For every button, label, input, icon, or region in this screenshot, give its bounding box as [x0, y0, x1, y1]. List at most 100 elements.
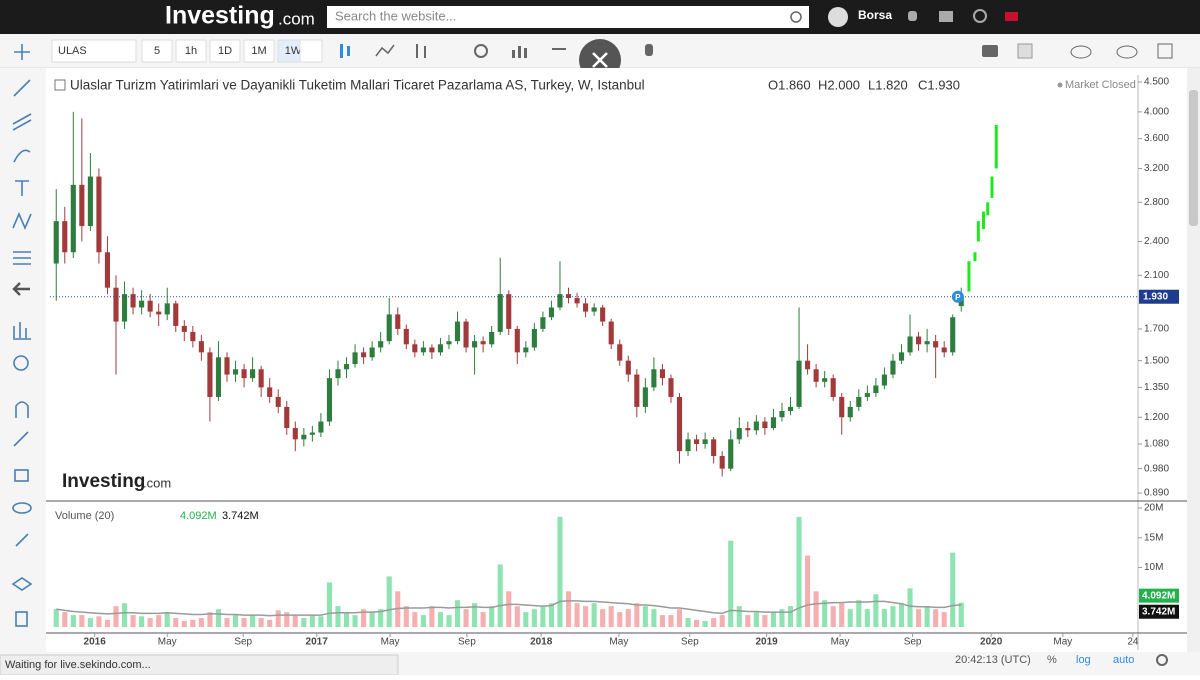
candle-body	[514, 328, 520, 353]
x-tick-label: Sep	[904, 637, 922, 648]
tool-icons[interactable]	[11, 44, 33, 627]
candle-body	[386, 314, 392, 342]
candle-body	[309, 432, 315, 435]
candle-body	[933, 341, 939, 348]
volume-bar	[565, 591, 572, 627]
candle-body	[232, 369, 239, 375]
clock-icon[interactable]	[973, 9, 987, 23]
volume-bar	[574, 603, 580, 627]
candle-body	[275, 396, 281, 407]
volume-value-label: 4.092M	[1142, 590, 1175, 601]
candle-body	[634, 374, 640, 407]
volume-bar	[540, 606, 546, 627]
candle-body	[446, 341, 452, 345]
scroll-thumb[interactable]	[1189, 90, 1198, 226]
volume-bar	[198, 618, 204, 627]
volume-bar	[745, 615, 751, 627]
candle-body	[787, 406, 794, 411]
x-tick-label: May	[609, 637, 628, 648]
search-box[interactable]	[327, 6, 809, 28]
volume-bar	[625, 609, 631, 627]
symbol-box[interactable]	[51, 39, 137, 63]
interval-label: 1M	[251, 45, 266, 57]
volume-bar	[898, 603, 905, 627]
candle-body	[583, 303, 589, 312]
collapse-icon[interactable]	[54, 79, 66, 91]
volume-bar	[770, 612, 776, 627]
volume-bar	[642, 606, 648, 627]
bell-icon[interactable]	[908, 11, 917, 21]
candle-body	[139, 300, 145, 308]
y-tick-label: 1.080	[1144, 439, 1169, 450]
volume-bar	[890, 606, 896, 627]
volume-bar	[523, 612, 529, 627]
log-toggle[interactable]: log	[1076, 654, 1091, 666]
volume-title: Volume (20)	[55, 510, 114, 522]
volume-bar	[361, 609, 367, 627]
auto-toggle[interactable]: auto	[1113, 654, 1134, 666]
interval-dropdown[interactable]	[299, 39, 323, 63]
candle-body	[241, 369, 247, 379]
candle-body	[497, 294, 503, 332]
market-status: Market Closed	[1065, 79, 1136, 91]
volume-bar	[215, 609, 222, 627]
watermark-suffix: .com	[143, 475, 171, 490]
volume-bar	[224, 618, 230, 627]
candle-body	[753, 421, 759, 431]
user-name[interactable]: Borsa	[858, 8, 892, 22]
volume-bar	[839, 603, 845, 627]
candle-body	[548, 307, 554, 318]
volume-bar	[173, 618, 179, 627]
volume-bar	[352, 615, 358, 627]
volume-bar	[420, 615, 426, 627]
candle-body	[822, 378, 828, 382]
candle-body	[369, 347, 375, 358]
candle-body	[79, 184, 85, 227]
candle-body	[608, 321, 614, 345]
volume-bar	[958, 602, 964, 627]
logo[interactable]: Investing	[165, 2, 275, 30]
candle-body	[70, 184, 76, 253]
interval-button[interactable]	[141, 39, 173, 63]
x-tick-label: May	[1053, 637, 1072, 648]
candle-body	[907, 336, 913, 353]
volume-bar	[856, 600, 862, 627]
volume-bar	[873, 594, 879, 627]
price-marker[interactable]	[951, 290, 964, 303]
volume-bar	[531, 609, 537, 627]
percent-toggle[interactable]: %	[1047, 654, 1057, 666]
interval-button[interactable]	[175, 39, 207, 63]
candle-body	[489, 331, 495, 345]
avatar[interactable]	[828, 7, 848, 27]
volume-bar	[53, 609, 59, 627]
candle-body	[412, 344, 418, 353]
candle-body	[292, 428, 298, 440]
candle-body	[950, 317, 956, 353]
search-icon[interactable]	[790, 11, 802, 23]
candle-body	[130, 294, 136, 308]
interval-button[interactable]	[243, 39, 275, 63]
interval-button[interactable]	[209, 39, 241, 63]
volume-bar	[429, 606, 435, 627]
candle-body	[403, 328, 409, 345]
volume-bar	[309, 615, 315, 627]
volume-bar	[608, 606, 614, 627]
volume-bar	[796, 516, 802, 627]
volume-bar	[659, 615, 665, 627]
search-placeholder: Search the website...	[335, 8, 456, 23]
volume-bar	[267, 619, 273, 627]
volume-bar	[156, 615, 162, 627]
ohlc-value: C1.930	[918, 77, 960, 92]
volume-bar	[275, 610, 281, 627]
candle-body	[762, 421, 768, 429]
volume-bar	[557, 516, 563, 627]
volume-bar	[651, 609, 657, 627]
interval-label: 1h	[185, 45, 197, 57]
portfolio-icon[interactable]	[939, 11, 953, 22]
x-tick-label: 2020	[980, 637, 1003, 648]
flag-icon[interactable]	[1005, 12, 1018, 21]
volume-bar	[864, 609, 870, 627]
settings-icon[interactable]	[1156, 654, 1168, 666]
volume-bar	[369, 612, 375, 627]
volume-bar	[583, 606, 589, 627]
